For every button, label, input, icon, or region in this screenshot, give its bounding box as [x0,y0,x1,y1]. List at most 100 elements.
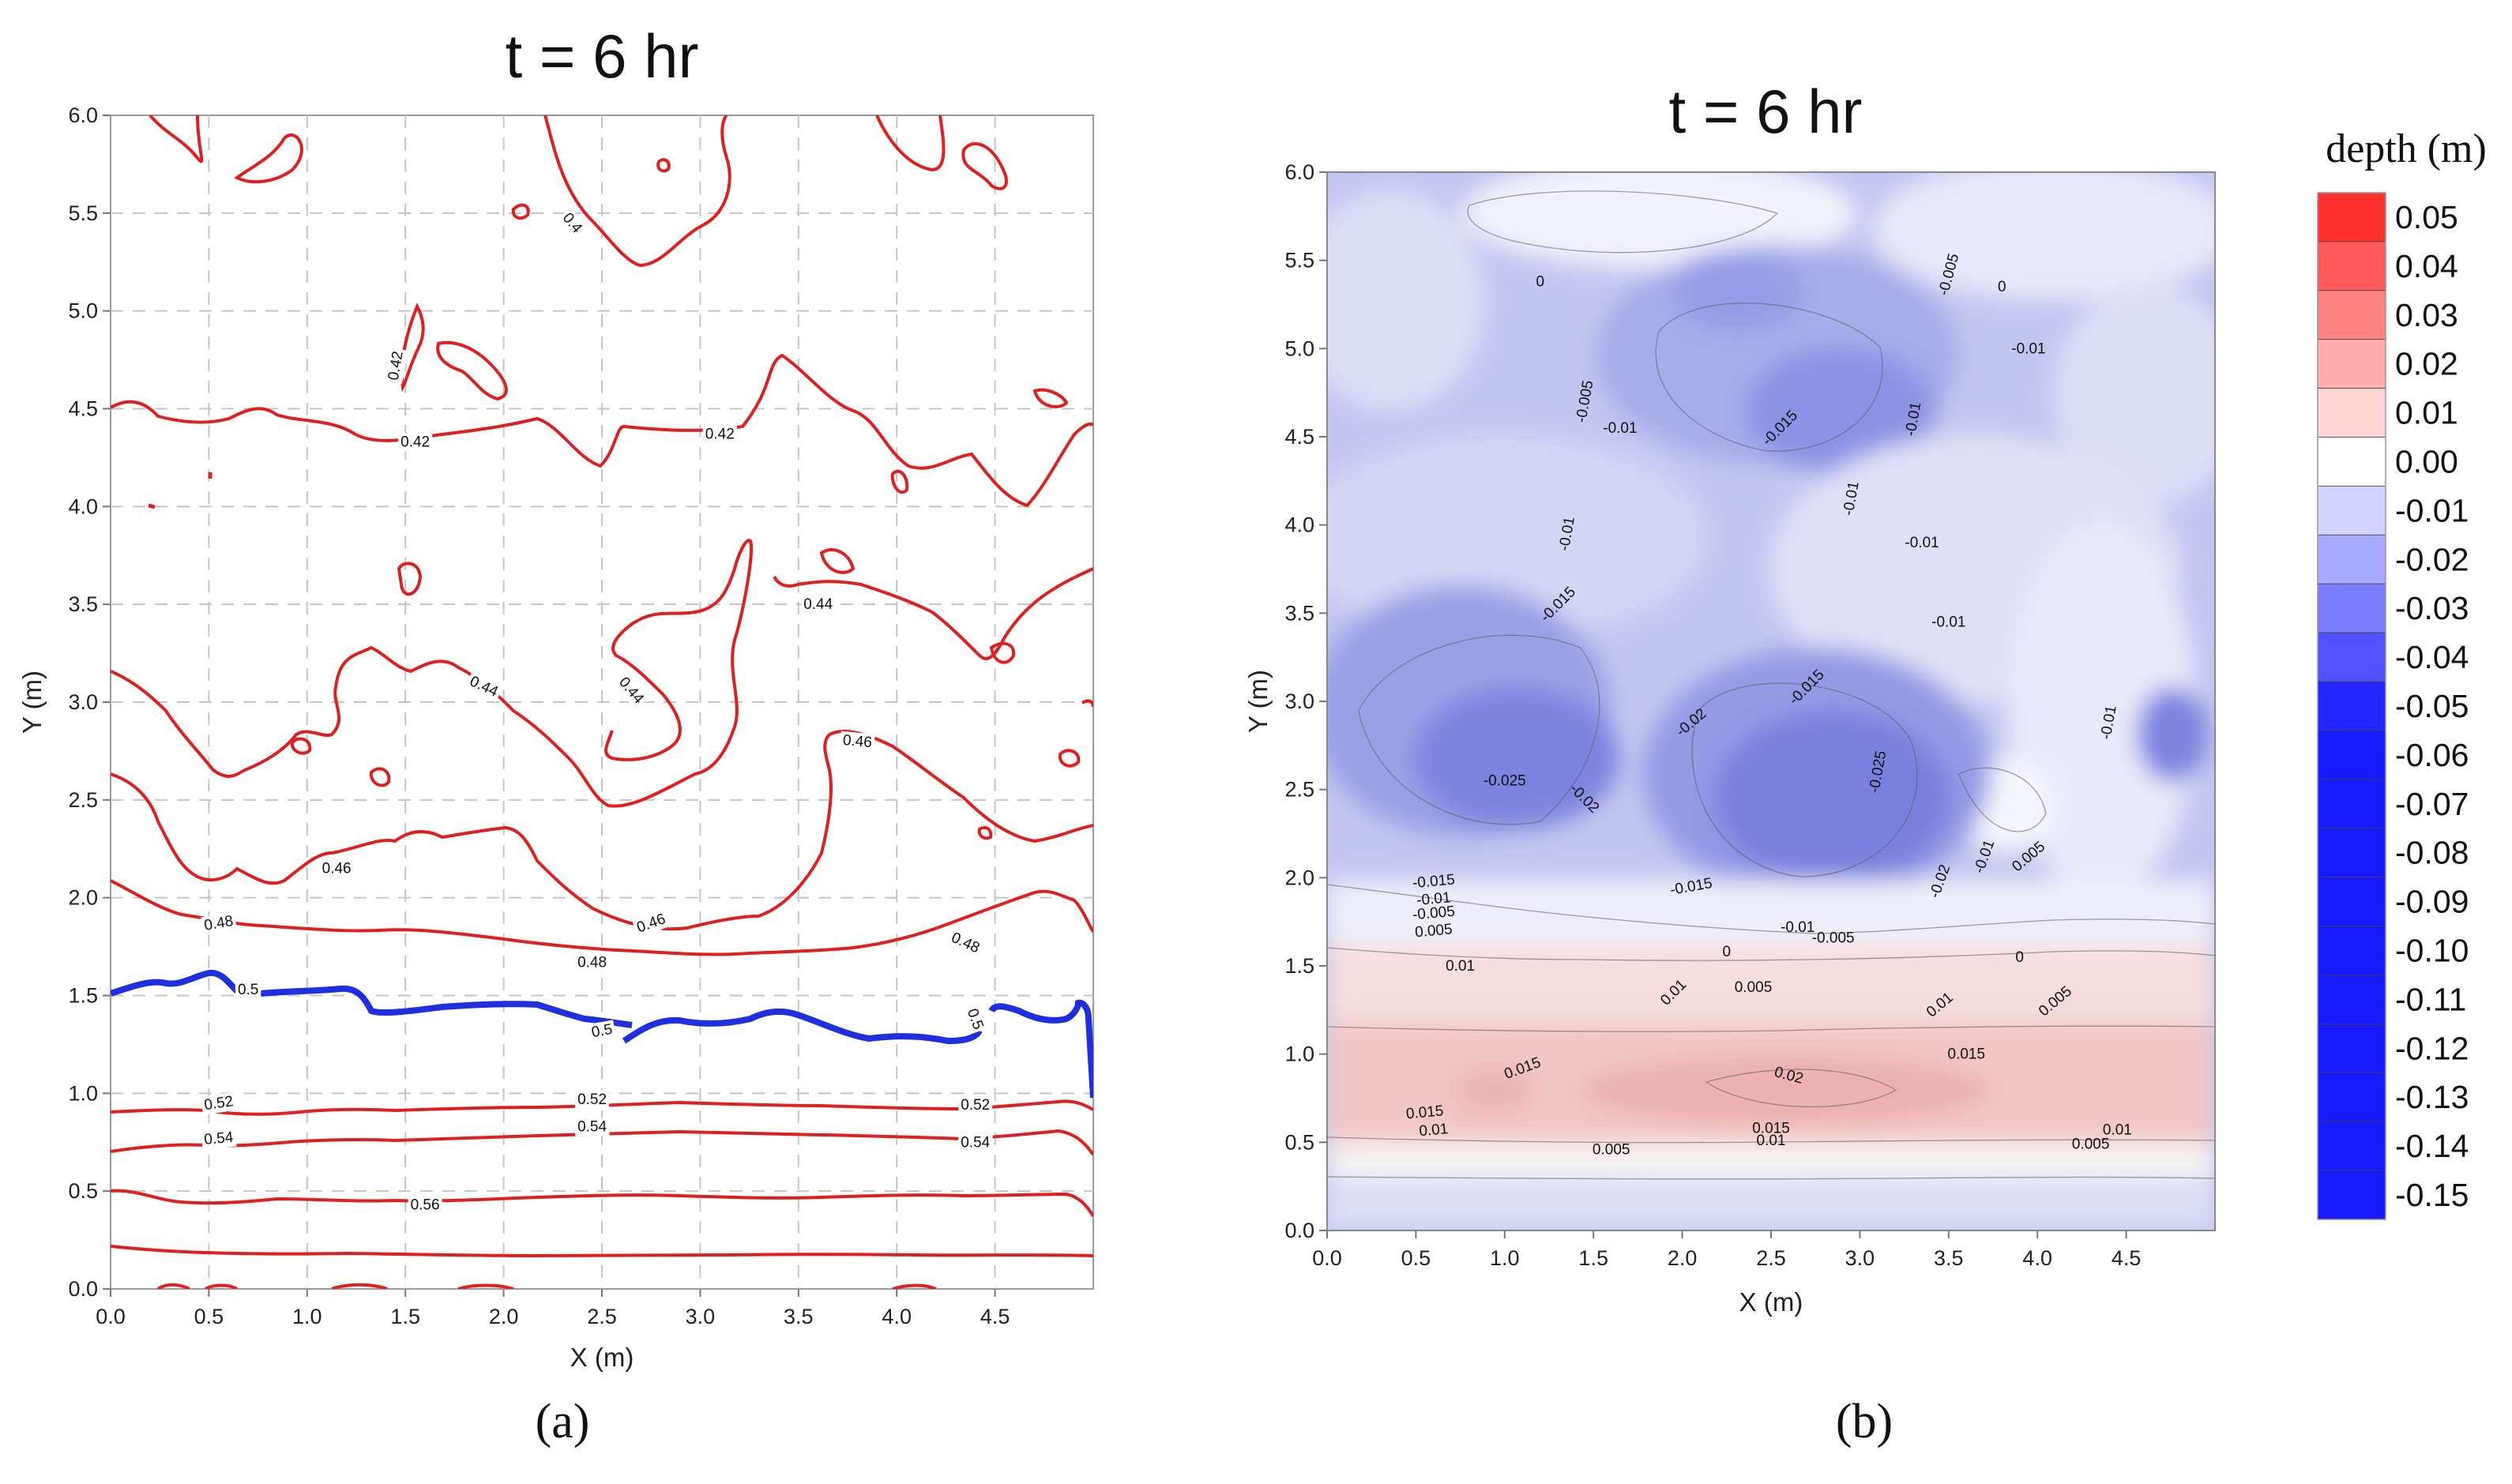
contour-label: 0.015 [1948,1046,1986,1063]
x-tick-label: 3.0 [686,1305,716,1328]
colorbar-label: -0.01 [2395,492,2469,528]
colorbar-label: -0.06 [2395,737,2469,773]
x-tick-label: 2.0 [1668,1246,1698,1270]
colorbar-step [2317,926,2386,975]
contour-label: -0.01 [2011,340,2045,357]
field-deep [1746,348,1935,474]
contour-label-background [946,927,985,959]
x-tick-label: 3.0 [1845,1246,1875,1270]
contour-line-bottom [892,1283,937,1289]
contour-line-0.4 [656,158,671,173]
contour-line-bottom [457,1283,514,1289]
y-tick-label: 2.5 [1284,778,1314,802]
x-tick-label: 0.5 [194,1305,224,1328]
x-tick-label: 1.0 [1490,1246,1520,1270]
field-light [1327,1177,2215,1230]
colorbar-step [2317,241,2386,291]
contour-label-background [702,425,737,444]
x-tick-label: 2.0 [489,1305,519,1328]
contour-label: 0.005 [1735,979,1773,996]
contour-label: 0.44 [803,596,833,613]
field-light [2054,284,2215,505]
y-tick-label: 3.0 [68,690,98,714]
colorbar-frame [2317,192,2386,1220]
colorbar-title: depth (m) [2326,126,2487,171]
colorbar-step [2317,486,2386,535]
colorbar-label: -0.05 [2395,688,2469,724]
contour-label: 0 [2015,949,2024,966]
contour-label: -0.01 [1781,919,1814,936]
y-tick-label: 4.0 [68,494,98,518]
contour-line-0.4 [961,142,1008,190]
contour-line-0.5 [111,969,239,997]
contour-line-0.46 [977,826,993,840]
colorbar-label: -0.09 [2395,884,2469,920]
contour-line-0.46 [111,733,833,931]
x-tick-label: 4.0 [882,1305,912,1328]
contour-line-0.4 [234,133,303,184]
contour-label: 0.005 [1414,921,1453,941]
contour-line-0.4 [875,115,946,172]
x-tick-label: 4.0 [2022,1246,2052,1270]
contour-label: 0.01 [1446,958,1475,975]
contour-label: 0.005 [2072,1136,2110,1153]
contour-line-0.42 [111,353,1093,508]
y-tick-label: 1.5 [68,984,98,1008]
contour-label-background [575,1090,610,1109]
colorbar-label: 0.03 [2395,297,2458,333]
colorbar-step [2317,1023,2386,1073]
contour-label-background [575,953,610,972]
contour-line-0.5 [622,1008,983,1045]
contour-line-bottom [331,1283,388,1289]
y-tick-label: 2.5 [68,788,98,812]
colorbar-step [2317,437,2386,487]
contour-line-0.44 [989,641,1016,664]
x-tick-label: 2.5 [1756,1246,1786,1270]
contour-label-background [384,347,408,385]
contour-line-0.44 [290,737,312,755]
contour-line-0.44 [1058,749,1081,768]
field-deep [1414,687,1619,829]
colorbar-step [2317,1170,2386,1220]
contour-line-0.42 [436,340,508,401]
panel-b-heatmap [1327,172,2215,1230]
y-tick-label: 3.5 [68,592,98,616]
colorbar-label: -0.13 [2395,1079,2469,1115]
contour-label: 0.005 [1593,1141,1630,1158]
colorbar-step [2317,534,2386,584]
contour-line-0.42 [890,469,909,494]
colorbar-step [2317,730,2386,780]
y-tick-label: 0.5 [68,1179,98,1203]
contour-line-0.5 [260,985,633,1028]
contour-line-0.42 [400,302,425,393]
contour-label: -0.01 [1416,889,1451,909]
contour-label: -0.005 [1412,904,1456,924]
contour-label-background [235,981,261,1000]
x-tick-label: 4.5 [2112,1246,2142,1270]
y-tick-label: 4.0 [1284,513,1314,537]
colorbar-step [2317,779,2386,829]
contour-label: 0.52 [577,1091,607,1108]
panel-b-title: t = 6 hr [1669,77,1863,146]
colorbar-labels: 0.05 0.04 0.03 0.02 0.01 0.00 -0.01 -0.02 -0.03 -… [2395,199,2469,1213]
contour-label: 0 [1723,944,1732,960]
contour-line-0.44 [773,567,1093,660]
x-tick-label: 0.5 [1401,1246,1431,1270]
x-tick-label: 0.0 [96,1305,126,1328]
field-zero [1461,172,1856,269]
x-tick-label: 1.5 [1578,1246,1608,1270]
panel-b-ticks: 0.0 0.5 1.0 1.5 2.0 2.5 3.0 3.5 4.0 4.5 0.0 0.5 1.0 1… [1284,160,2141,1270]
contour-line-0.44 [111,539,753,808]
contour-label: 0.52 [961,1097,990,1114]
contour-line-0.44 [1081,699,1093,708]
contour-label: 0.5 [238,982,258,998]
y-tick-label: 5.5 [68,201,98,225]
panel-a-x-axis-label: X (m) [570,1343,634,1372]
contour-label-background [958,1133,993,1152]
contour-label: 0.46 [842,732,873,751]
x-tick-label: 0.0 [1312,1246,1342,1270]
field-zero [1327,1145,2215,1177]
contour-label: 0.42 [705,426,735,443]
colorbar-label: 0.05 [2395,199,2458,235]
contour-label-background [408,1196,442,1215]
